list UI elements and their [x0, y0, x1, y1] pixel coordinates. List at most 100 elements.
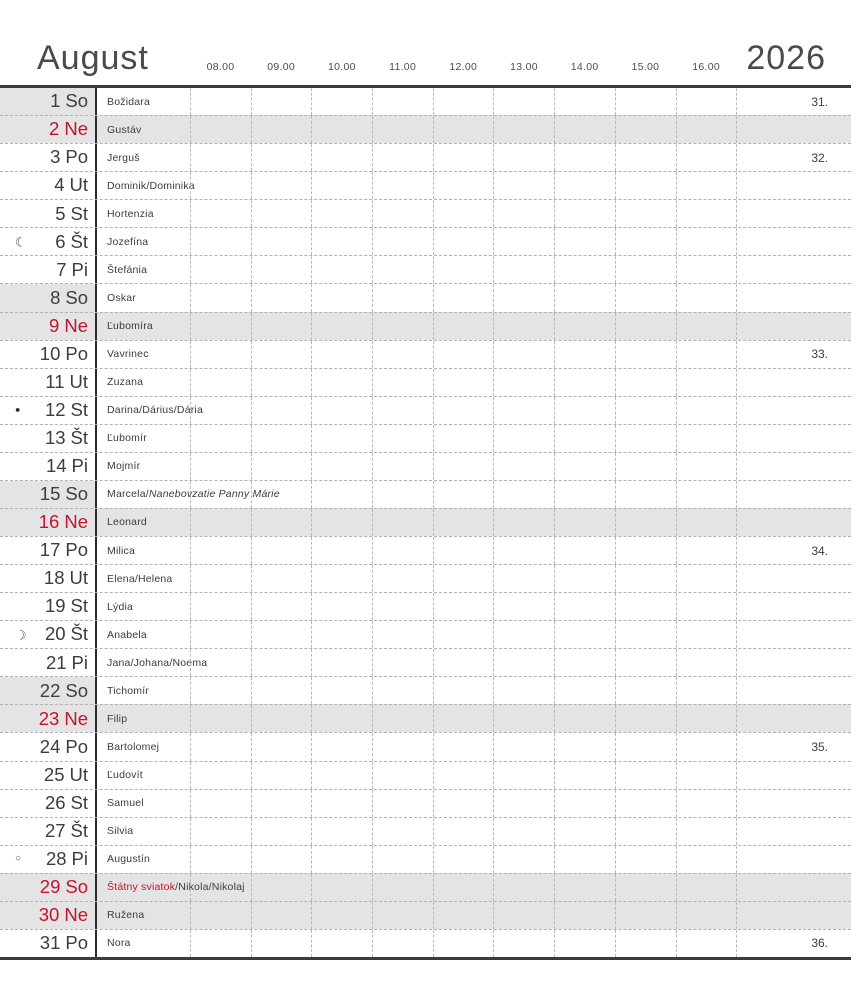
hour-slot-cell: [493, 677, 554, 705]
hour-slot-cell: [372, 901, 433, 929]
day-label-cell: ● 12 St: [0, 397, 95, 424]
hour-slot-cell: [614, 621, 676, 649]
day-abbreviation: So: [65, 679, 88, 701]
hour-slot-cell: [554, 677, 615, 705]
nameday-cell: Ľudovít: [95, 761, 190, 789]
day-label-cell: 24 Po: [0, 733, 95, 760]
hour-slot-cell: [614, 228, 676, 256]
week-number-cell: [736, 200, 851, 228]
day-abbreviation: So: [65, 286, 88, 308]
day-row: 13 Št Ľubomír: [0, 423, 851, 452]
hour-slot-cell: [311, 761, 372, 789]
hour-slot-cell: [493, 789, 554, 817]
hour-slot-cell: [250, 705, 312, 733]
day-label-cell: 25 Ut: [0, 762, 95, 789]
hour-slot-cell: [614, 396, 676, 424]
hour-slot-cell: [250, 480, 312, 508]
day-number: 12: [44, 398, 66, 420]
hour-slot-cell: [190, 761, 251, 789]
hour-slot-cell: [554, 565, 615, 593]
hour-slot-cell: [432, 508, 494, 536]
day-row: 11 Ut Zuzana: [0, 367, 851, 396]
week-number-cell: [736, 452, 851, 480]
hour-slot-cell: [554, 593, 615, 621]
hour-slot-cell: [372, 424, 433, 452]
day-abbreviation: Po: [65, 342, 88, 364]
hour-slot-cell: [432, 537, 494, 565]
hour-slot-cell: [614, 116, 676, 144]
day-label-cell: 13 Št: [0, 425, 95, 452]
day-abbreviation: Ne: [64, 314, 88, 336]
moon-full-icon: ○: [15, 853, 22, 865]
day-abbreviation: Ut: [69, 763, 89, 785]
hour-slot-cell: [250, 312, 312, 340]
day-row: 26 St Samuel: [0, 788, 851, 817]
nameday-cell: Vavrinec: [95, 340, 190, 368]
hour-slot-cell: [675, 929, 737, 957]
hour-slot-cell: [614, 733, 676, 761]
hour-slot-cell: [493, 649, 554, 677]
hour-slot-cell: [493, 901, 554, 929]
time-label: 15.00: [631, 61, 660, 73]
day-label-cell: 26 St: [0, 790, 95, 817]
nameday-cell: Štefánia: [95, 256, 190, 284]
hour-slot-cell: [614, 761, 676, 789]
hour-slot-cell: [311, 537, 372, 565]
day-number: 21: [45, 651, 67, 673]
day-number: 1: [50, 90, 61, 112]
day-label-cell: 1 So: [0, 88, 95, 116]
day-number: 11: [45, 370, 65, 392]
hour-slot-cell: [432, 368, 494, 396]
day-abbreviation: Pi: [71, 455, 88, 477]
hour-slot-cell: [190, 284, 251, 312]
nameday-cell: Samuel: [95, 789, 190, 817]
hour-slot-cell: [432, 705, 494, 733]
day-row: 30 Ne Ružena: [0, 900, 851, 929]
hour-slot-cell: [372, 817, 433, 845]
day-number: 13: [44, 427, 66, 449]
day-label-cell: 3 Po: [0, 144, 95, 171]
week-number-cell: 36.: [736, 929, 851, 957]
hour-slot-cell: [372, 733, 433, 761]
nameday-text: Štefánia: [107, 263, 148, 276]
nameday-text: Štátny sviatok: [107, 881, 176, 894]
hour-slot-cell: [250, 677, 312, 705]
hour-slot-cell: [190, 705, 251, 733]
hour-slot-cell: [372, 593, 433, 621]
hour-slot-cell: [190, 228, 251, 256]
nameday-cell: Božidara: [95, 88, 190, 116]
hour-slot-cell: [554, 705, 615, 733]
hour-slot-cell: [311, 228, 372, 256]
nameday-cell: Milica: [95, 537, 190, 565]
hour-slot-cell: [432, 144, 494, 172]
hour-slot-cell: [675, 200, 737, 228]
nameday-text: Dominik/Dominika: [107, 179, 195, 192]
week-number-cell: 33.: [736, 340, 851, 368]
hour-slot-cell: [372, 452, 433, 480]
hour-slot-cell: [250, 565, 312, 593]
day-row: 17 Po Milica 34.: [0, 536, 851, 565]
hour-slot-cell: [614, 593, 676, 621]
hour-slot-cell: [675, 705, 737, 733]
hour-slot-cell: [493, 424, 554, 452]
day-abbreviation: Pi: [71, 651, 88, 673]
day-label-cell: 22 So: [0, 677, 95, 705]
hour-slot-cell: [493, 537, 554, 565]
day-abbreviation: Po: [65, 932, 88, 954]
hour-slot-cell: [311, 901, 372, 929]
hour-slot-cell: [554, 424, 615, 452]
nameday-text: Jozefína: [107, 235, 149, 248]
hour-slot-cell: [372, 929, 433, 957]
time-label: 13.00: [510, 61, 538, 73]
hour-slot-cell: [190, 116, 251, 144]
hour-slot-cell: [190, 649, 251, 677]
hour-slot-cell: [372, 508, 433, 536]
hour-slot-cell: [554, 228, 615, 256]
hour-slot-cell: [554, 312, 615, 340]
day-abbreviation: Ne: [64, 904, 88, 926]
hour-slot-cell: [190, 565, 251, 593]
nameday-cell: Marcela/Nanebovzatie Panny Márie: [95, 480, 280, 508]
hour-slot-cell: [675, 845, 737, 873]
day-label-cell: 30 Ne: [0, 902, 95, 929]
